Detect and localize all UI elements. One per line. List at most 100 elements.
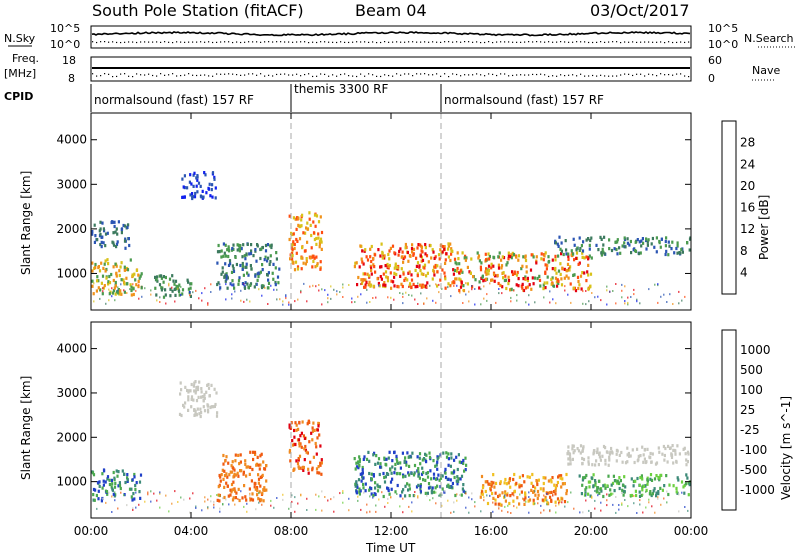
noise-cell — [225, 298, 227, 301]
echo-cell — [680, 247, 683, 252]
echo-cell — [387, 265, 390, 269]
noise-cell — [174, 490, 176, 493]
nsearch-dot — [376, 41, 378, 44]
echo-cell — [674, 452, 677, 456]
echo-cell — [203, 409, 207, 413]
noise-cell — [192, 492, 194, 495]
echo-cell — [387, 472, 390, 476]
nave-dot — [492, 73, 494, 76]
echo-cell — [251, 498, 255, 502]
echo-cell — [231, 247, 234, 251]
echo-cell — [248, 472, 251, 476]
noise-cell — [516, 294, 518, 297]
echo-cell — [507, 257, 510, 261]
echo-cell — [312, 220, 315, 224]
noise-cell — [189, 511, 191, 514]
noise-cell — [114, 499, 116, 502]
nave-dot — [388, 74, 390, 77]
echo-cell — [258, 490, 261, 494]
noise-cell — [582, 511, 584, 514]
echo-cell — [422, 272, 425, 276]
echo-cell — [524, 255, 527, 259]
echo-cell — [393, 275, 396, 279]
nsearch-dot — [580, 41, 582, 43]
echo-cell — [364, 248, 367, 252]
echo-cell — [207, 382, 210, 387]
echo-cell — [481, 275, 484, 279]
echo-cell — [207, 187, 211, 191]
echo-cell — [611, 481, 615, 485]
echo-cell — [139, 274, 142, 278]
echo-cell — [117, 288, 120, 292]
echo-cell — [562, 252, 565, 257]
echo-cell — [456, 266, 459, 271]
noise-cell — [492, 510, 494, 513]
noise-cell — [630, 296, 632, 298]
echo-cell — [399, 247, 402, 251]
echo-cell — [651, 452, 654, 456]
noise-cell — [396, 493, 398, 495]
echo-cell — [432, 270, 436, 274]
noise-cell — [249, 300, 251, 303]
x-tick-label: 20:00 — [574, 524, 609, 538]
echo-cell — [369, 247, 372, 251]
noise-cell — [645, 490, 647, 493]
noise-cell — [102, 287, 104, 290]
echo-cell — [242, 470, 245, 474]
echo-cell — [115, 274, 118, 278]
echo-cell — [169, 294, 172, 298]
nsearch-dot — [216, 41, 218, 43]
echo-cell — [306, 422, 309, 426]
echo-cell — [486, 501, 490, 506]
noise-cell — [621, 296, 623, 299]
echo-cell — [372, 473, 375, 477]
echo-cell — [164, 293, 167, 297]
echo-cell — [409, 282, 412, 286]
echo-cell — [460, 280, 463, 284]
noise-cell — [564, 505, 566, 508]
echo-cell — [557, 475, 560, 479]
nsearch-dot — [556, 41, 558, 43]
echo-cell — [396, 483, 399, 488]
y-tick-label: 3000 — [56, 177, 87, 191]
echo-cell — [507, 282, 510, 286]
echo-cell — [202, 195, 205, 199]
nave-dot — [600, 74, 602, 76]
echo-cell — [554, 254, 557, 258]
echo-cell — [513, 490, 516, 494]
echo-cell — [581, 249, 585, 253]
nsearch-dot — [684, 41, 686, 44]
echo-cell — [240, 247, 243, 251]
noise-cell — [255, 282, 257, 285]
echo-cell — [624, 245, 627, 249]
nave-dot — [284, 73, 286, 75]
echo-cell — [214, 196, 217, 200]
echo-cell — [523, 502, 526, 506]
echo-cell — [97, 286, 100, 290]
echo-cell — [272, 262, 275, 266]
nsearch-dot — [288, 41, 290, 43]
echo-cell — [556, 284, 559, 288]
echo-cell — [361, 260, 364, 264]
noise-cell — [273, 506, 275, 509]
echo-cell — [525, 270, 528, 274]
nsearch-dot — [452, 41, 454, 43]
echo-cell — [628, 243, 631, 247]
echo-cell — [101, 472, 104, 476]
nave-dot — [484, 75, 486, 77]
nave-dot — [252, 73, 254, 75]
nsearch-dot — [332, 41, 334, 43]
echo-cell — [512, 252, 516, 257]
echo-cell — [657, 490, 660, 494]
nsearch-dot — [584, 41, 586, 43]
echo-cell — [639, 251, 642, 255]
noise-cell — [546, 503, 548, 506]
nsearch-dot — [292, 41, 294, 43]
nave-dot — [348, 75, 350, 77]
echo-cell — [230, 248, 234, 252]
echo-cell — [621, 244, 624, 248]
noise-cell — [528, 294, 530, 297]
echo-cell — [682, 447, 685, 451]
nsearch-dot — [248, 41, 250, 43]
